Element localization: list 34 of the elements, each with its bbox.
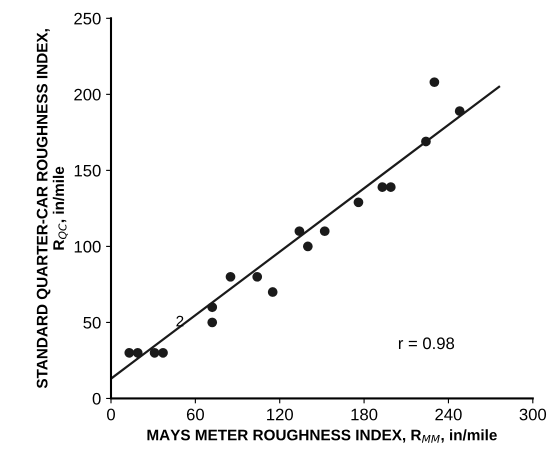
point: [207, 302, 218, 312]
point: [252, 272, 262, 282]
x-axis-title: MAYS METER ROUGHNESS INDEX, R$_{MM}$, in/mile: [147, 429, 497, 443]
point: [377, 182, 388, 192]
x-tick-label: 0: [107, 408, 115, 420]
point: [226, 272, 236, 282]
point: [430, 77, 440, 88]
y-tick-label: 150: [74, 164, 101, 177]
y-tick-label: 50: [83, 316, 101, 329]
y-tick-label: 0: [92, 392, 101, 405]
point: [386, 182, 396, 192]
x-tick-label: 120: [267, 408, 293, 420]
point: [150, 348, 160, 358]
point: [302, 242, 313, 252]
x-tick-label: 60: [186, 408, 204, 420]
point: [454, 106, 465, 116]
y-tick-label: 100: [74, 240, 101, 253]
point: [158, 348, 168, 358]
point: [320, 226, 330, 236]
annotation: 2: [176, 316, 184, 326]
point: [207, 318, 218, 328]
point: [294, 226, 304, 236]
point: [132, 348, 143, 358]
annotation: r = 0.98: [398, 337, 454, 350]
point: [268, 287, 278, 297]
x-tick-label: 300: [520, 408, 546, 420]
point: [421, 136, 431, 146]
x-tick-label: 240: [435, 408, 462, 420]
y-tick-label: 250: [74, 12, 101, 25]
point: [124, 348, 134, 358]
x-tick-label: 180: [351, 408, 378, 420]
y-tick-label: 200: [74, 88, 101, 101]
point: [354, 197, 364, 208]
y-axis-title: STANDARD QUARTER-CAR ROUGHNESS INDEX, R$_{QC}$, in/mile: [36, 29, 68, 388]
